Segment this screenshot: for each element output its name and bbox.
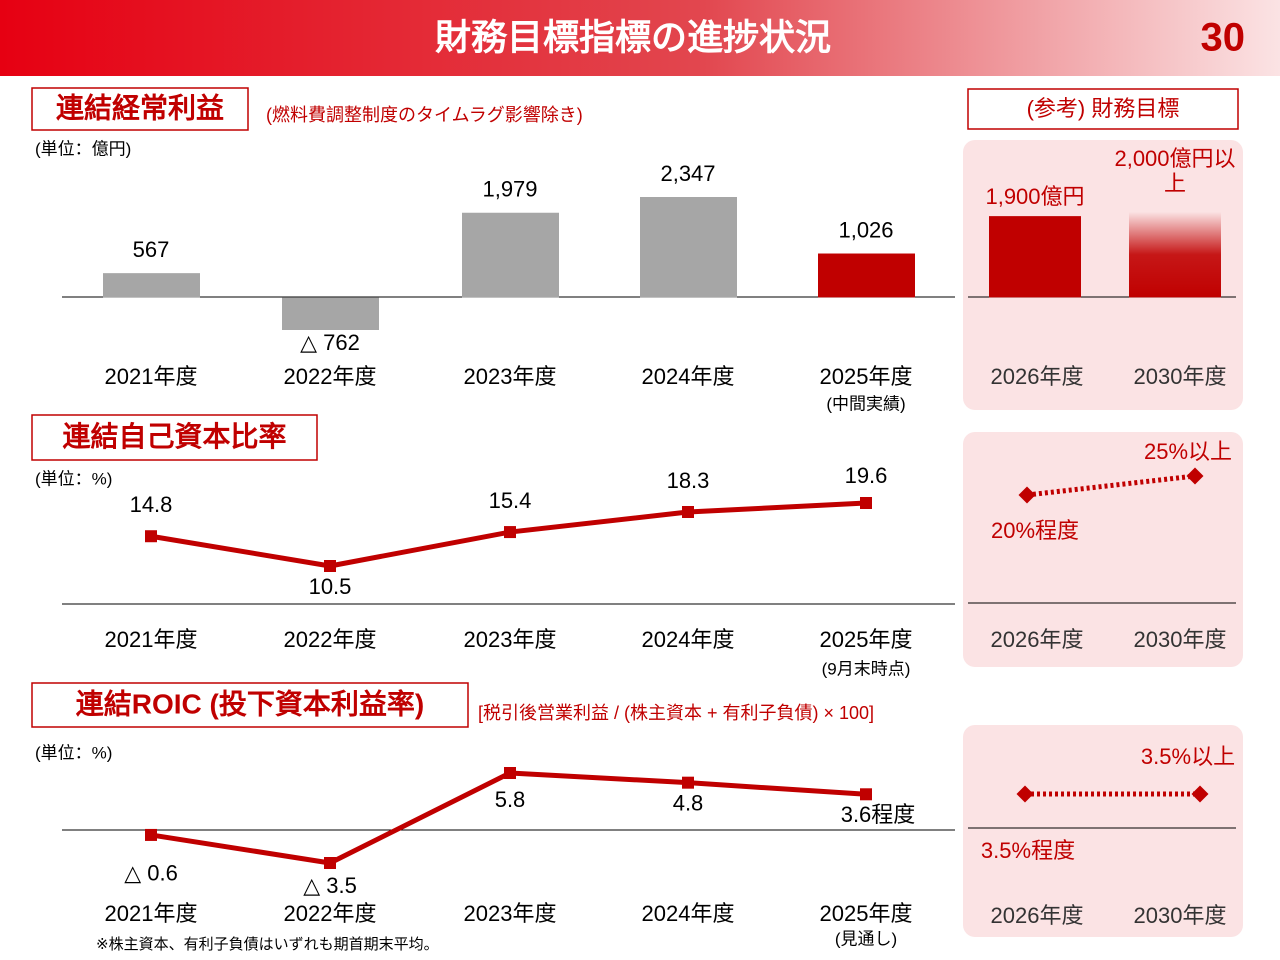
x-tick-label: 2023年度: [464, 364, 557, 389]
data-label: 1,026: [838, 217, 893, 242]
category-note: (9月末時点): [822, 659, 911, 678]
data-label: △ 762: [300, 330, 360, 355]
point: [504, 526, 516, 539]
target-label: 2,000億円以上: [1114, 146, 1236, 196]
x-tick-label: 2021年度: [105, 901, 198, 926]
data-label: 14.8: [130, 492, 173, 517]
target-label: 3.5%以上: [1140, 744, 1236, 769]
unit-label: (単位：%): [35, 469, 112, 488]
target-bar: [1129, 211, 1221, 298]
target-category: 2026年度: [991, 903, 1084, 928]
data-label: △ 0.6: [124, 861, 178, 886]
x-tick-label: 2022年度: [284, 364, 377, 389]
target-label: 3.5%程度: [980, 838, 1076, 863]
bar: [282, 297, 379, 330]
reference-panel: [963, 725, 1243, 937]
target-category: 2026年度: [991, 364, 1084, 389]
point: [324, 857, 336, 869]
data-label: 3.6程度: [841, 802, 916, 827]
x-tick-label: 2022年度: [284, 901, 377, 926]
reference-panel: [963, 140, 1243, 410]
data-label: 5.8: [495, 787, 526, 812]
reference-title: (参考) 財務目標: [1027, 96, 1180, 121]
data-label: 567: [133, 237, 170, 262]
target-category: 2030年度: [1134, 364, 1227, 389]
x-tick-label: 2022年度: [284, 627, 377, 652]
chart-title-box: [31, 87, 249, 131]
footnote: ※株主資本、有利子負債はいずれも期首期末平均。: [96, 936, 439, 953]
target-category: 2030年度: [1134, 903, 1227, 928]
chart-title-box: [31, 414, 318, 461]
point: [682, 776, 694, 789]
data-label: 19.6: [845, 463, 888, 488]
point: [860, 788, 872, 801]
page-number: 30: [1201, 16, 1246, 60]
reference-header: [967, 88, 1239, 130]
x-tick-label: 2024年度: [642, 901, 735, 926]
data-label: 1,979: [482, 177, 537, 202]
target-label: 25%以上: [1143, 439, 1233, 464]
data-label: 10.5: [309, 574, 352, 599]
reference-panel: [963, 432, 1243, 667]
bar: [462, 212, 559, 298]
data-label: 2,347: [660, 161, 715, 186]
x-tick-label: 2021年度: [105, 364, 198, 389]
target-category: 2030年度: [1134, 627, 1227, 652]
point: [145, 530, 157, 543]
category-note: (見通し): [835, 929, 897, 948]
point: [504, 767, 516, 779]
point: [860, 497, 872, 509]
data-label: 15.4: [489, 488, 532, 513]
bar: [103, 273, 200, 298]
point: [145, 828, 157, 841]
x-tick-label: 2023年度: [464, 627, 557, 652]
bar: [818, 253, 915, 298]
unit-label: (単位：%): [35, 743, 112, 762]
chart-title: 連結経常利益: [56, 91, 224, 123]
target-category: 2026年度: [991, 627, 1084, 652]
chart-subtitle: [税引後営業利益 / (株主資本 + 有利子負債) × 100]: [478, 703, 874, 723]
target-line: [1026, 473, 1196, 498]
target-label: 20%程度: [990, 518, 1080, 543]
chart-title: 連結ROIC (投下資本利益率): [76, 687, 424, 719]
x-tick-label: 2025年度: [820, 627, 913, 652]
x-tick-label: 2025年度: [820, 901, 913, 926]
target-bar: [989, 216, 1081, 298]
point: [324, 560, 336, 572]
unit-label: (単位：億円): [35, 139, 131, 158]
data-label: 18.3: [667, 468, 710, 493]
data-label: 4.8: [673, 790, 704, 815]
chart-title-box: [31, 682, 469, 728]
header-bar: [0, 0, 1280, 76]
x-tick-label: 2024年度: [642, 364, 735, 389]
chart-title: 連結自己資本比率: [62, 420, 286, 452]
x-tick-label: 2025年度: [820, 364, 913, 389]
target-point: [1191, 785, 1209, 803]
x-tick-label: 2021年度: [105, 627, 198, 652]
data-label: △ 3.5: [303, 873, 357, 898]
category-note: (中間実績): [826, 394, 905, 413]
chart-subtitle: (燃料費調整制度のタイムラグ影響除き): [266, 105, 583, 125]
page-title: 財務目標指標の進捗状況: [435, 17, 831, 58]
point: [682, 506, 694, 518]
target-label: 1,900億円: [985, 184, 1085, 209]
x-tick-label: 2024年度: [642, 627, 735, 652]
bar: [640, 197, 737, 298]
x-tick-label: 2023年度: [464, 901, 557, 926]
target-point: [1016, 785, 1034, 803]
